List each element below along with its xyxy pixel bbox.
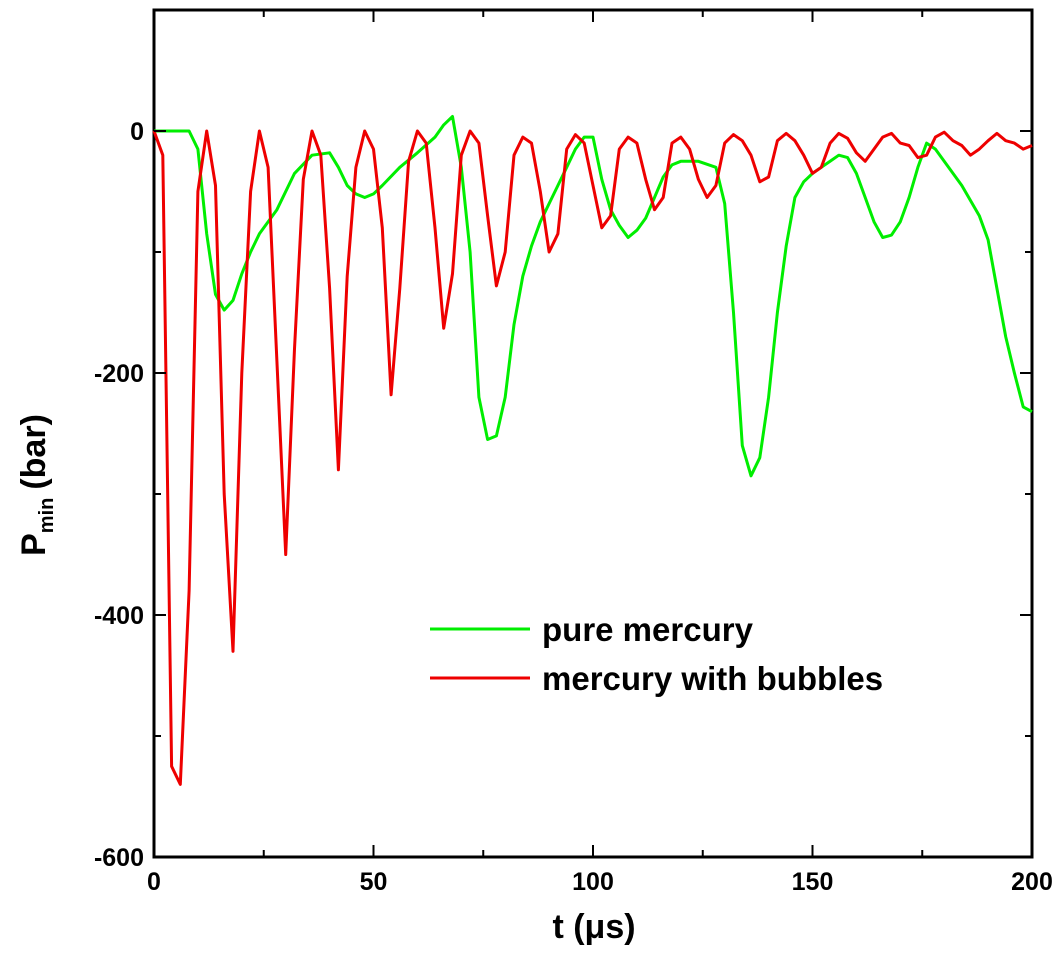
series-layer (152, 115, 1033, 786)
x-tick-label: 50 (360, 868, 388, 896)
x-axis-title: t (μs) (552, 908, 635, 946)
legend-entry-pure-mercury: pure mercury (430, 611, 754, 648)
y-axis-title: Pmin (bar) (15, 414, 58, 556)
legend-label-mercury-with-bubbles: mercury with bubbles (542, 660, 883, 697)
y-axis-title-unit: (bar) (15, 414, 53, 490)
plot-area (152, 8, 1034, 859)
x-tick-label: 0 (147, 868, 161, 896)
y-tick-label: -400 (94, 602, 144, 630)
y-axis-title-subscript: min (36, 498, 58, 534)
series-line-pure-mercury (154, 115, 1033, 478)
legend-label-pure-mercury: pure mercury (542, 611, 754, 648)
series-line-mercury-with-bubbles (152, 129, 1033, 786)
legend: pure mercury mercury with bubbles (430, 611, 883, 697)
y-tick-labels: -600 -400 -200 0 (94, 118, 144, 872)
x-tick-label: 100 (572, 868, 614, 896)
x-tick-label: 200 (1011, 868, 1053, 896)
legend-entry-mercury-with-bubbles: mercury with bubbles (430, 660, 883, 697)
y-tick-label: -600 (94, 844, 144, 872)
ticks-layer (153, 9, 1033, 858)
x-tick-labels: 0 50 100 150 200 (147, 868, 1053, 896)
y-tick-label: 0 (130, 118, 144, 146)
x-tick-label: 150 (792, 868, 834, 896)
y-axis-title-main: P (15, 533, 53, 556)
svg-text:Pmin(bar): Pmin (bar) (15, 414, 58, 556)
y-tick-label: -200 (94, 360, 144, 388)
